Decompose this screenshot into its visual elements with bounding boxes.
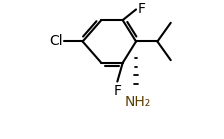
Text: F: F [113,84,121,98]
Text: Cl: Cl [49,34,62,49]
Text: F: F [137,3,145,16]
Text: NH₂: NH₂ [124,95,151,109]
